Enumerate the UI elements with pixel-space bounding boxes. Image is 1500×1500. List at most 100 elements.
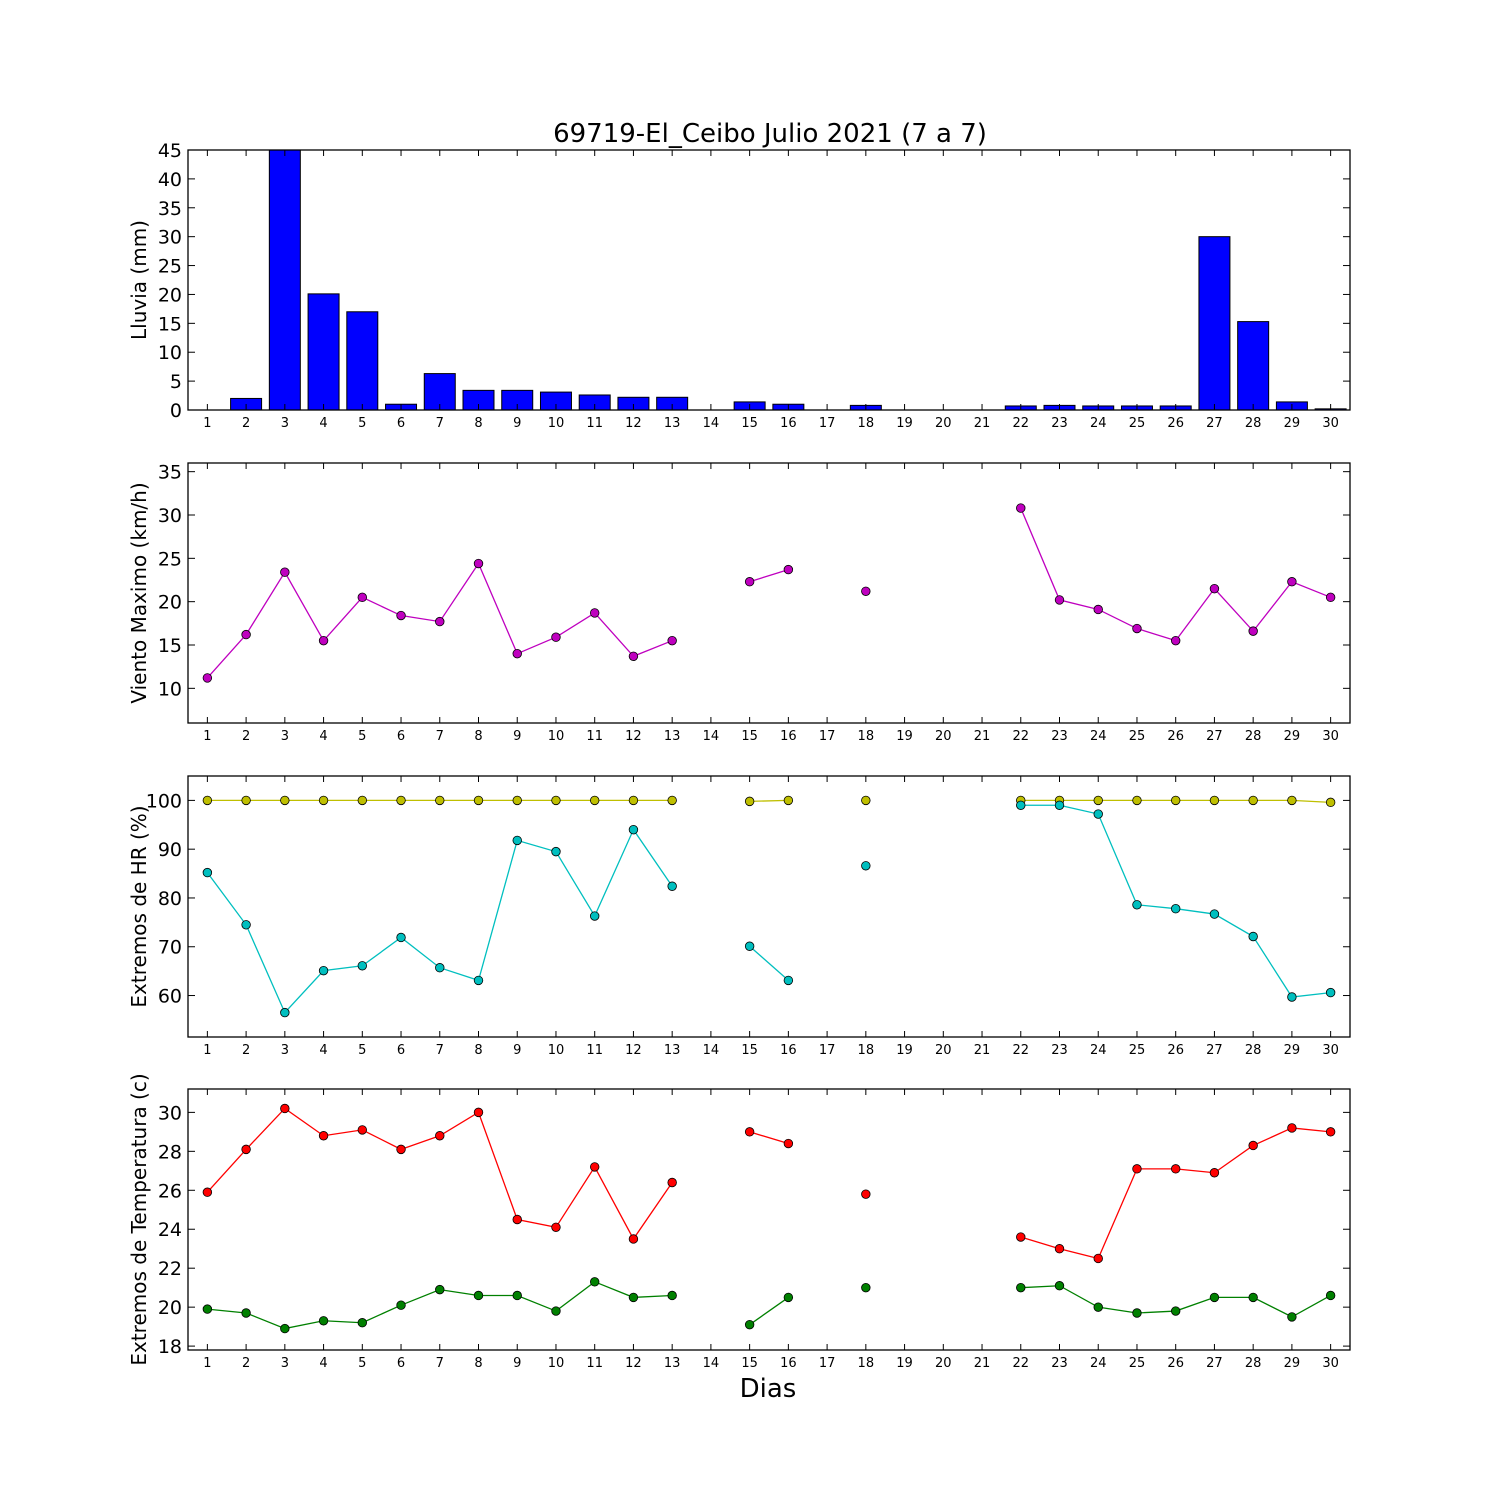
x-tick-label: 19 [896, 1356, 913, 1371]
temperature-series-1-point-day-23 [1054, 1244, 1065, 1254]
wind-series-1-line [1020, 507, 1331, 642]
temperature-series-1-line [1020, 1127, 1331, 1260]
wind-series-1-point-day-10 [551, 632, 561, 642]
wind-series-1-point-day-2 [241, 629, 251, 640]
temperature-series-1-point-day-4 [318, 1131, 329, 1141]
wind-series-1-point-day-7 [435, 616, 445, 627]
temperature-series-1-point-day-11 [590, 1162, 600, 1172]
wind-series-1-point-day-9 [512, 648, 522, 659]
temperature-series-2-point-day-18 [861, 1282, 871, 1293]
x-tick-label: 6 [397, 416, 405, 431]
y-axis-label: Extremos de HR (%) [127, 805, 151, 1007]
x-tick-label: 5 [358, 1356, 366, 1371]
x-tick-label: 4 [319, 416, 327, 431]
temperature-series-2-point-day-2 [241, 1308, 251, 1318]
x-tick-label: 16 [780, 416, 797, 431]
y-axis-label: Extremos de Temperatura (c) [127, 1073, 151, 1365]
temperature-series-1-point-day-18 [861, 1189, 871, 1199]
wind-series-1-point-day-29 [1287, 577, 1297, 587]
humidity-series-2-point-day-28 [1248, 931, 1258, 942]
temperature-series-1-point-day-6 [396, 1144, 406, 1155]
wind-series-1-point-day-15 [744, 577, 755, 587]
x-tick-label: 9 [513, 416, 521, 431]
x-tick-label: 16 [780, 729, 797, 744]
y-tick-label: 26 [158, 1180, 182, 1202]
temperature-series-2-point-day-30 [1325, 1290, 1336, 1301]
x-tick-label: 10 [548, 1356, 565, 1371]
humidity-series-1-point-day-6 [396, 795, 406, 806]
x-tick-label: 20 [935, 1043, 952, 1058]
x-tick-label: 1 [203, 416, 211, 431]
humidity-series-1-point-day-13 [667, 795, 677, 806]
x-tick-label: 17 [819, 729, 836, 744]
x-tick-label: 19 [896, 1043, 913, 1058]
x-tick-label: 22 [1012, 729, 1029, 744]
x-tick-label: 15 [741, 1356, 758, 1371]
temperature-series-1-point-day-15 [744, 1127, 755, 1137]
temperature-series-1-point-day-22 [1016, 1232, 1026, 1242]
x-tick-label: 26 [1167, 416, 1184, 431]
wind-series-1-point-day-30 [1325, 592, 1336, 603]
x-tick-label: 22 [1012, 1356, 1029, 1371]
x-tick-label: 18 [858, 1043, 875, 1058]
x-tick-label: 12 [625, 1043, 642, 1058]
x-tick-label: 27 [1206, 1356, 1223, 1371]
x-tick-label: 8 [474, 729, 482, 744]
y-axis-label: Viento Maximo (km/h) [127, 482, 151, 703]
y-tick-label: 18 [158, 1336, 182, 1358]
humidity-series-2-point-day-24 [1093, 809, 1103, 819]
x-tick-label: 24 [1090, 1356, 1107, 1371]
x-tick-label: 21 [974, 416, 991, 431]
chart-title: 69719-El_Ceibo Julio 2021 (7 a 7) [553, 119, 987, 149]
y-tick-label: 15 [158, 635, 182, 657]
x-tick-label: 20 [935, 1356, 952, 1371]
temperature-series-1-line [206, 1107, 673, 1241]
rain-bar-day-4 [307, 293, 340, 411]
x-tick-label: 22 [1012, 1043, 1029, 1058]
x-tick-label: 30 [1322, 729, 1339, 744]
wind-series-1-point-day-25 [1132, 623, 1142, 634]
temperature-series-2-point-day-25 [1132, 1308, 1142, 1318]
temperature-series-1-point-day-7 [435, 1131, 445, 1141]
wind-series-1-point-day-11 [590, 608, 600, 618]
y-tick-label: 30 [158, 505, 182, 527]
temperature-series-1-line [749, 1131, 789, 1145]
x-tick-label: 2 [242, 1043, 250, 1058]
x-tick-label: 22 [1012, 416, 1029, 431]
humidity-series-1-point-day-18 [861, 795, 871, 806]
temperature-series-2-point-day-11 [590, 1277, 600, 1287]
temperature-series-2-point-day-27 [1209, 1292, 1220, 1303]
temperature-series-2-point-day-1 [202, 1304, 213, 1314]
x-tick-label: 13 [664, 416, 681, 431]
x-tick-label: 12 [625, 729, 642, 744]
x-tick-label: 11 [586, 416, 603, 431]
temperature-series-2-point-day-16 [783, 1292, 794, 1303]
humidity-series-1-point-day-16 [783, 795, 794, 806]
x-tick-label: 6 [397, 1356, 405, 1371]
x-tick-label: 23 [1051, 1043, 1068, 1058]
wind-series-1-line [749, 568, 789, 583]
x-tick-label: 30 [1322, 1043, 1339, 1058]
wind-series-1-point-day-24 [1093, 604, 1103, 615]
x-tick-label: 19 [896, 729, 913, 744]
y-tick-label: 10 [158, 678, 182, 700]
temperature-series-2-point-day-29 [1287, 1312, 1297, 1322]
humidity-series-1-point-day-24 [1093, 795, 1103, 806]
x-tick-label: 28 [1245, 1043, 1262, 1058]
x-tick-label: 25 [1129, 1356, 1146, 1371]
humidity-series-1-point-day-8 [473, 795, 484, 806]
y-tick-label: 25 [158, 548, 182, 570]
humidity-series-2-point-day-10 [551, 846, 561, 857]
x-tick-label: 14 [703, 1043, 720, 1058]
humidity-series-2-point-day-6 [396, 932, 406, 943]
x-tick-label: 24 [1090, 416, 1107, 431]
x-tick-label: 25 [1129, 1043, 1146, 1058]
humidity-series-1-point-day-4 [318, 795, 329, 806]
wind-series-1-point-day-12 [628, 651, 639, 661]
humidity-series-1-point-day-28 [1248, 795, 1258, 806]
wind-series-1-point-day-13 [667, 635, 677, 646]
wind-series-1-point-day-26 [1170, 635, 1181, 646]
y-tick-label: 40 [158, 169, 182, 191]
